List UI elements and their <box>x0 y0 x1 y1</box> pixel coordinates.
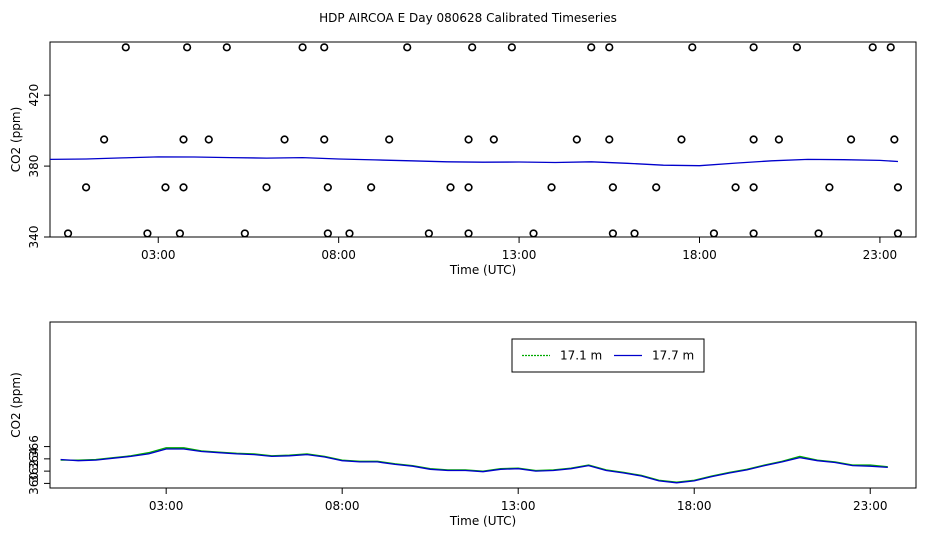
y-axis-label: CO2 (ppm) <box>9 107 23 173</box>
data-point <box>814 229 823 238</box>
data-point <box>605 43 614 52</box>
data-point <box>731 183 740 192</box>
data-point <box>489 135 498 144</box>
data-point <box>749 135 758 144</box>
data-point <box>81 183 91 192</box>
x-tick-label: 08:00 <box>325 499 360 513</box>
series-line-1 <box>49 156 899 167</box>
data-point <box>179 135 188 144</box>
y-tick-label: 380 <box>27 155 41 178</box>
data-point <box>121 43 130 52</box>
x-tick-label: 23:00 <box>863 248 898 262</box>
y-tick-label: 360 <box>27 472 41 495</box>
data-point <box>323 183 332 192</box>
y-tick-label: 362 <box>27 460 41 483</box>
data-point <box>605 135 614 144</box>
top-panel: 03:00 08:00 13:00 18:00 23:00 340 380 420 Time (… <box>9 41 917 277</box>
data-point <box>385 135 394 144</box>
data-point <box>100 135 109 144</box>
data-point <box>529 229 538 238</box>
data-point <box>677 135 686 144</box>
data-point <box>652 183 661 192</box>
x-tick-label: 23:00 <box>853 499 888 513</box>
plot-frame <box>49 321 917 489</box>
x-tick-label: 03:00 <box>149 499 184 513</box>
data-point <box>240 229 249 238</box>
data-point <box>547 183 556 192</box>
data-point <box>608 229 618 238</box>
x-tick-label: 18:00 <box>682 248 717 262</box>
data-point <box>893 183 903 192</box>
x-tick-label: 03:00 <box>141 248 176 262</box>
data-point <box>630 229 639 238</box>
data-point <box>175 229 184 238</box>
data-point <box>446 183 455 192</box>
data-point <box>774 135 783 144</box>
data-point <box>868 43 877 52</box>
data-point <box>424 229 433 238</box>
data-point <box>323 229 332 238</box>
data-point <box>464 229 473 238</box>
data-point <box>183 43 192 52</box>
data-point <box>222 43 231 52</box>
y-axis-label: CO2 (ppm) <box>9 372 23 438</box>
data-point <box>572 135 581 144</box>
plot-frame <box>49 41 917 238</box>
data-point <box>886 43 895 52</box>
data-point <box>464 135 473 144</box>
data-point <box>587 43 596 52</box>
legend-label: 17.1 m <box>560 349 602 363</box>
data-point <box>320 43 329 52</box>
y-tick-label: 420 <box>27 84 41 107</box>
data-point <box>749 183 758 192</box>
data-point <box>890 135 899 144</box>
x-tick-label: 08:00 <box>321 248 356 262</box>
data-point <box>749 43 758 52</box>
chart-title: HDP AIRCOA E Day 080628 Calibrated Times… <box>319 11 617 25</box>
data-point <box>688 43 697 52</box>
y-tick-label: 366 <box>27 435 41 458</box>
data-point <box>468 43 477 52</box>
data-point <box>367 183 376 192</box>
x-tick-label: 18:00 <box>677 499 712 513</box>
legend-label: 17.7 m <box>652 349 694 363</box>
data-point <box>262 183 271 192</box>
data-point <box>709 229 719 238</box>
data-point <box>507 43 516 52</box>
data-point <box>608 183 618 192</box>
data-point <box>792 43 802 52</box>
data-point <box>403 43 412 52</box>
data-point <box>280 135 289 144</box>
data-point <box>893 229 903 238</box>
y-tick-label: 364 <box>27 447 41 470</box>
data-point <box>63 229 73 238</box>
x-axis-label: Time (UTC) <box>449 514 516 528</box>
x-tick-label: 13:00 <box>502 248 537 262</box>
x-tick-label: 13:00 <box>501 499 536 513</box>
data-point <box>846 135 856 144</box>
data-point <box>161 183 170 192</box>
data-point <box>464 183 473 192</box>
data-point <box>143 229 152 238</box>
series-line-1 <box>60 448 888 484</box>
data-point <box>204 135 213 144</box>
data-point <box>345 229 354 238</box>
y-tick-label: 340 <box>27 226 41 249</box>
data-point <box>298 43 307 52</box>
data-point <box>179 183 188 192</box>
data-point <box>749 229 758 238</box>
x-axis-label: Time (UTC) <box>449 263 516 277</box>
data-point <box>320 135 329 144</box>
data-point <box>825 183 834 192</box>
